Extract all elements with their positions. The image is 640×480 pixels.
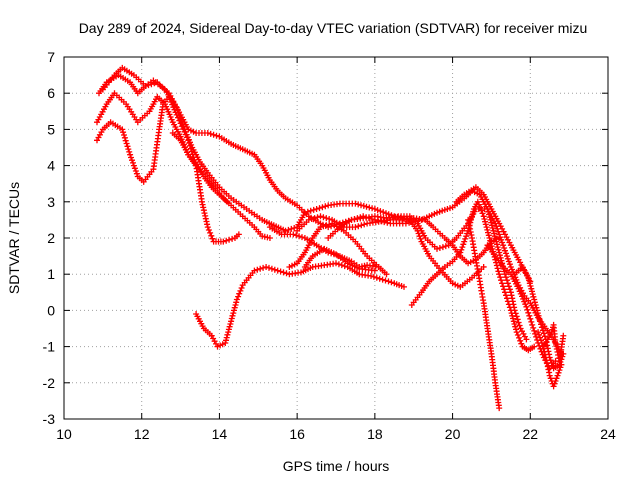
y-tick-label: 7 — [47, 49, 55, 65]
data-series — [540, 321, 567, 365]
data-point-markers — [286, 220, 390, 278]
data-series — [294, 213, 503, 267]
data-series — [266, 224, 382, 270]
data-series — [511, 264, 567, 372]
y-tick-label: 2 — [47, 230, 55, 246]
data-point-markers — [96, 72, 487, 290]
x-axis-label: GPS time / hours — [283, 458, 390, 474]
data-point-markers — [193, 260, 407, 350]
x-tick-label: 20 — [445, 426, 461, 442]
data-points-layer — [94, 64, 567, 412]
data-series — [465, 216, 503, 412]
y-tick-label: 4 — [47, 158, 55, 174]
x-tick-label: 10 — [56, 426, 72, 442]
data-series — [193, 260, 407, 350]
data-point-markers — [301, 245, 378, 274]
y-axis-label: SDTVAR / TECUs — [6, 182, 22, 294]
x-tick-label: 12 — [134, 426, 150, 442]
x-tick-label: 14 — [212, 426, 228, 442]
data-point-markers — [94, 93, 242, 245]
data-point-markers — [540, 321, 567, 365]
y-tick-label: 1 — [47, 266, 55, 282]
y-tick-label: -1 — [43, 339, 56, 355]
y-tick-label: 5 — [47, 121, 55, 137]
y-tick-label: 3 — [47, 194, 55, 210]
data-series — [96, 72, 487, 290]
x-tick-label: 22 — [522, 426, 538, 442]
data-point-markers — [465, 216, 503, 412]
data-series — [94, 93, 242, 245]
data-series — [286, 220, 390, 278]
y-tick-label: 6 — [47, 85, 55, 101]
x-tick-label: 16 — [289, 426, 305, 442]
y-tick-label: -2 — [43, 375, 56, 391]
data-series — [301, 245, 378, 274]
data-series — [169, 130, 273, 241]
data-point-markers — [294, 213, 503, 267]
data-point-markers — [169, 130, 273, 241]
grid-layer — [64, 57, 608, 419]
x-tick-label: 18 — [367, 426, 383, 442]
x-tick-label: 24 — [600, 426, 616, 442]
y-tick-label: -3 — [43, 411, 56, 427]
data-point-markers — [511, 264, 567, 372]
chart-title: Day 289 of 2024, Sidereal Day-to-day VTE… — [79, 20, 588, 36]
y-tick-label: 0 — [47, 302, 55, 318]
data-point-markers — [266, 224, 382, 270]
